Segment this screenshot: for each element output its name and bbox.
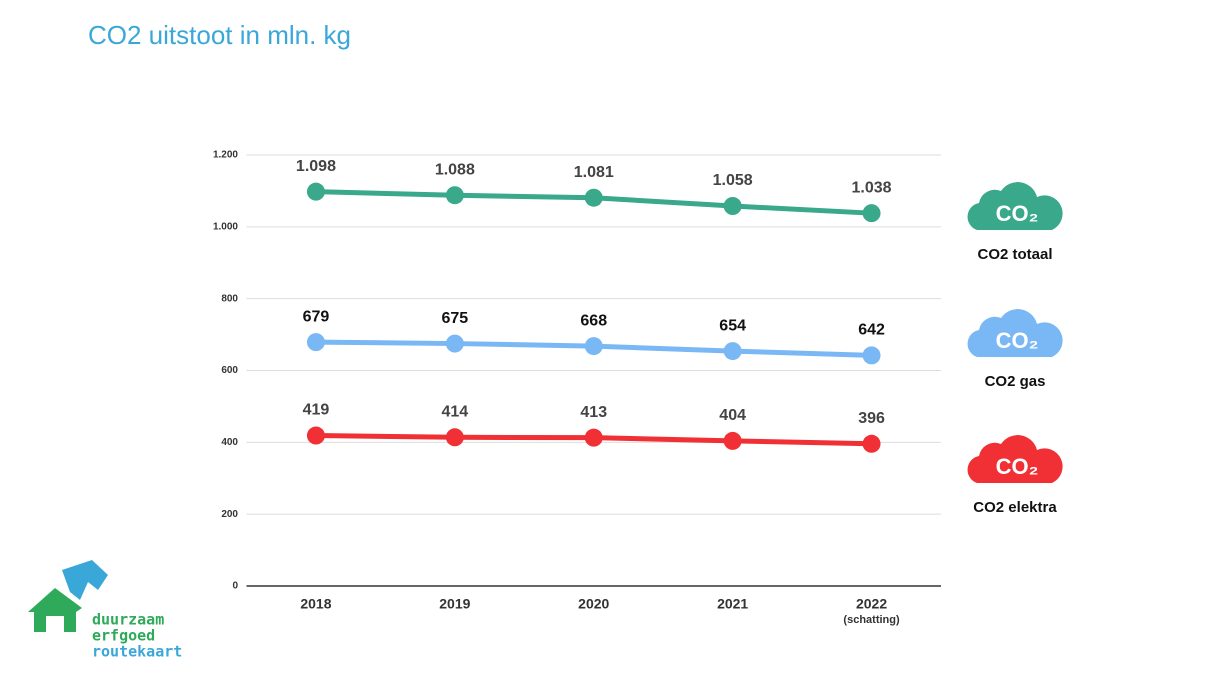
legend-icon-text: CO₂ [996,328,1039,353]
data-label: 679 [303,308,330,325]
y-tick-label: 200 [221,509,238,520]
annotation: (schatting) [843,614,900,626]
data-label: 396 [858,410,885,427]
legend-icon [967,435,1063,483]
data-label: 1.098 [296,158,336,175]
point [723,197,742,216]
legend-icon [967,182,1063,230]
point [306,182,325,201]
point [445,186,464,205]
legend-label: CO2 elektra [973,499,1057,516]
logo-text: erfgoed [92,627,155,645]
data-label: 675 [441,310,468,327]
data-label: 1.038 [852,179,892,196]
point [862,346,881,365]
data-label: 413 [580,404,607,421]
logo-icon [28,560,108,632]
y-tick-label: 1.000 [213,221,238,232]
data-label: 642 [858,322,885,339]
chart-title: CO2 uitstoot in mln. kg [88,20,351,50]
y-tick-label: 0 [232,581,238,592]
data-label: 1.058 [713,172,753,189]
data-label: 1.081 [574,164,614,181]
legend-icon-text: CO₂ [996,454,1039,479]
x-tick-label: 2020 [578,596,609,612]
point [445,428,464,447]
point [584,337,603,356]
data-label: 414 [441,404,468,421]
point [723,431,742,450]
y-tick-label: 600 [221,365,238,376]
point [584,428,603,447]
data-label: 654 [719,317,746,334]
data-label: 1.088 [435,161,475,178]
legend-icon-text: CO₂ [996,201,1039,226]
point [445,334,464,353]
x-tick-label: 2019 [439,596,470,612]
data-label: 668 [580,312,607,329]
x-tick-label: 2021 [717,596,748,612]
y-tick-label: 1.200 [213,150,238,161]
data-label: 419 [303,402,330,419]
point [584,188,603,207]
legend-icon [967,309,1063,357]
legend-label: CO2 gas [985,373,1046,390]
point [862,434,881,453]
y-tick-label: 400 [221,437,238,448]
point [723,342,742,361]
logo-text: duurzaam [92,611,164,629]
point [306,333,325,352]
data-label: 404 [719,407,746,424]
x-tick-label: 2018 [300,596,331,612]
x-tick-label: 2022 [856,596,887,612]
point [862,204,881,223]
point [306,426,325,445]
legend-label: CO2 totaal [977,246,1052,263]
logo-text: routekaart [92,643,182,661]
y-tick-label: 800 [221,293,238,304]
